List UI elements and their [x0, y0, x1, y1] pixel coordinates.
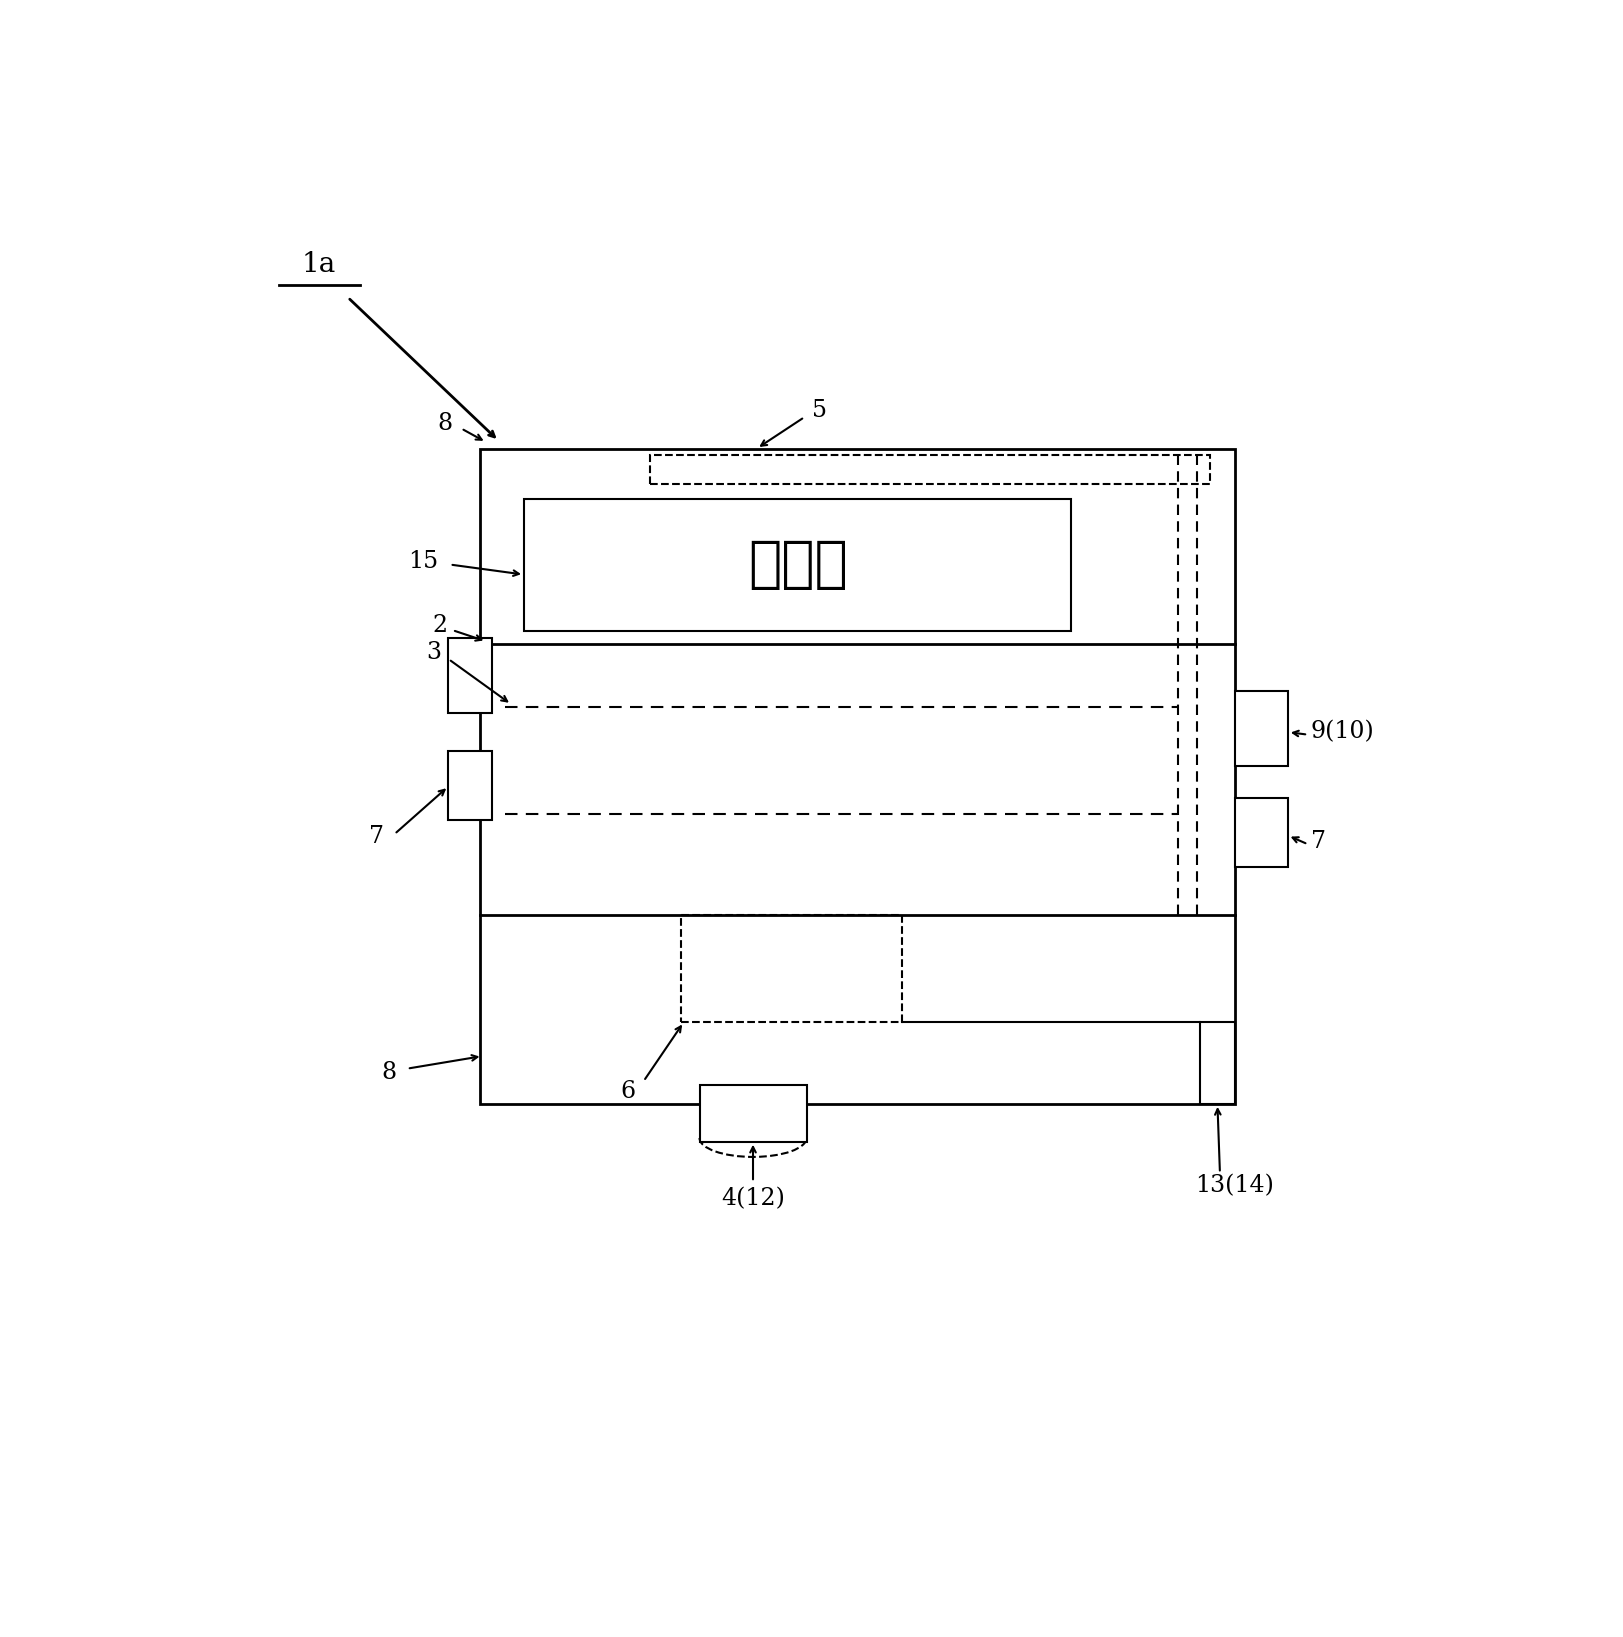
Text: 4(12): 4(12): [721, 1187, 784, 1210]
Text: 13(14): 13(14): [1195, 1174, 1274, 1197]
Text: 7: 7: [1310, 830, 1324, 853]
Text: 8: 8: [437, 413, 451, 435]
Bar: [448, 751, 492, 820]
Bar: [524, 499, 1071, 632]
Bar: [448, 638, 492, 714]
Text: 馬立香: 馬立香: [747, 539, 847, 593]
Bar: [1235, 691, 1287, 766]
Text: 5: 5: [812, 399, 826, 422]
Text: 7: 7: [368, 825, 385, 848]
Bar: [682, 915, 901, 1021]
Text: 2: 2: [432, 614, 446, 637]
Bar: [649, 455, 1209, 485]
Text: 15: 15: [407, 550, 438, 573]
Text: 6: 6: [620, 1080, 636, 1103]
Text: 3: 3: [425, 642, 440, 665]
Bar: [1199, 1021, 1235, 1103]
Bar: [700, 1085, 807, 1143]
Text: 1a: 1a: [302, 252, 336, 278]
Bar: [1235, 797, 1287, 868]
Text: 8: 8: [381, 1061, 396, 1084]
Bar: [480, 449, 1235, 1103]
Text: 9(10): 9(10): [1310, 720, 1373, 743]
